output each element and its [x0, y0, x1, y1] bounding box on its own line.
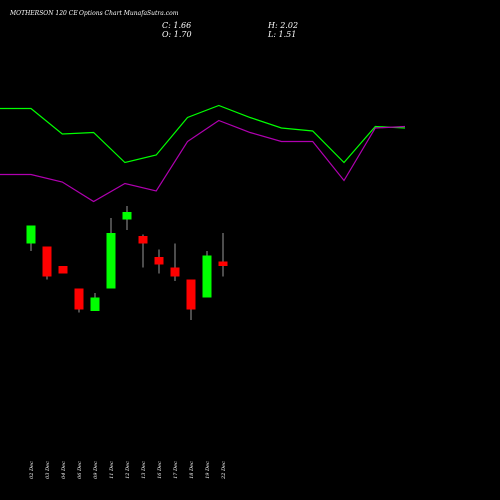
- candle-body: [138, 236, 148, 244]
- chart-symbol: MOTHERSON 120 CE: [9, 10, 78, 17]
- x-tick-label: 12 Dec: [125, 461, 131, 479]
- candle-body: [122, 212, 132, 220]
- candle-body: [90, 297, 100, 311]
- green-indicator-line: [0, 104, 406, 164]
- x-tick-label: 13 Dec: [141, 461, 147, 479]
- low-value: L: 1.51: [267, 30, 296, 39]
- close-value: C: 1.66: [162, 21, 191, 30]
- x-axis-labels: 02 Dec 03 Dec 04 Dec 06 Dec 09 Dec 11 Dec 12 D…: [29, 461, 227, 480]
- chart-subtitle: Options Chart MunafaSutra.com: [79, 10, 179, 17]
- x-tick-label: 18 Dec: [189, 461, 195, 479]
- candle-body: [154, 257, 164, 265]
- x-tick-label: 19 Dec: [205, 461, 211, 479]
- indicator-lines: [0, 104, 406, 203]
- candle-body: [42, 246, 52, 277]
- candles: [26, 206, 228, 320]
- x-tick-label: 16 Dec: [157, 461, 163, 479]
- candle-body: [58, 266, 68, 274]
- candle-body: [170, 267, 180, 277]
- x-tick-label: 06 Dec: [77, 461, 83, 479]
- x-tick-label: 17 Dec: [173, 461, 179, 479]
- candle-body: [74, 288, 84, 310]
- candle-body: [202, 255, 212, 298]
- x-tick-label: 03 Dec: [45, 461, 51, 479]
- candle-body: [186, 279, 196, 310]
- candle-body: [106, 233, 116, 289]
- magenta-indicator-line: [0, 119, 406, 203]
- x-tick-label: 04 Dec: [61, 461, 67, 479]
- x-tick-label: 02 Dec: [29, 461, 35, 479]
- x-tick-label: 09 Dec: [93, 461, 99, 479]
- open-value: O: 1.70: [162, 30, 192, 39]
- x-tick-label: 11 Dec: [109, 461, 115, 479]
- candle-body: [218, 261, 228, 266]
- candle-body: [26, 225, 36, 244]
- x-tick-label: 22 Dec: [221, 461, 227, 480]
- high-value: H: 2.02: [267, 21, 298, 30]
